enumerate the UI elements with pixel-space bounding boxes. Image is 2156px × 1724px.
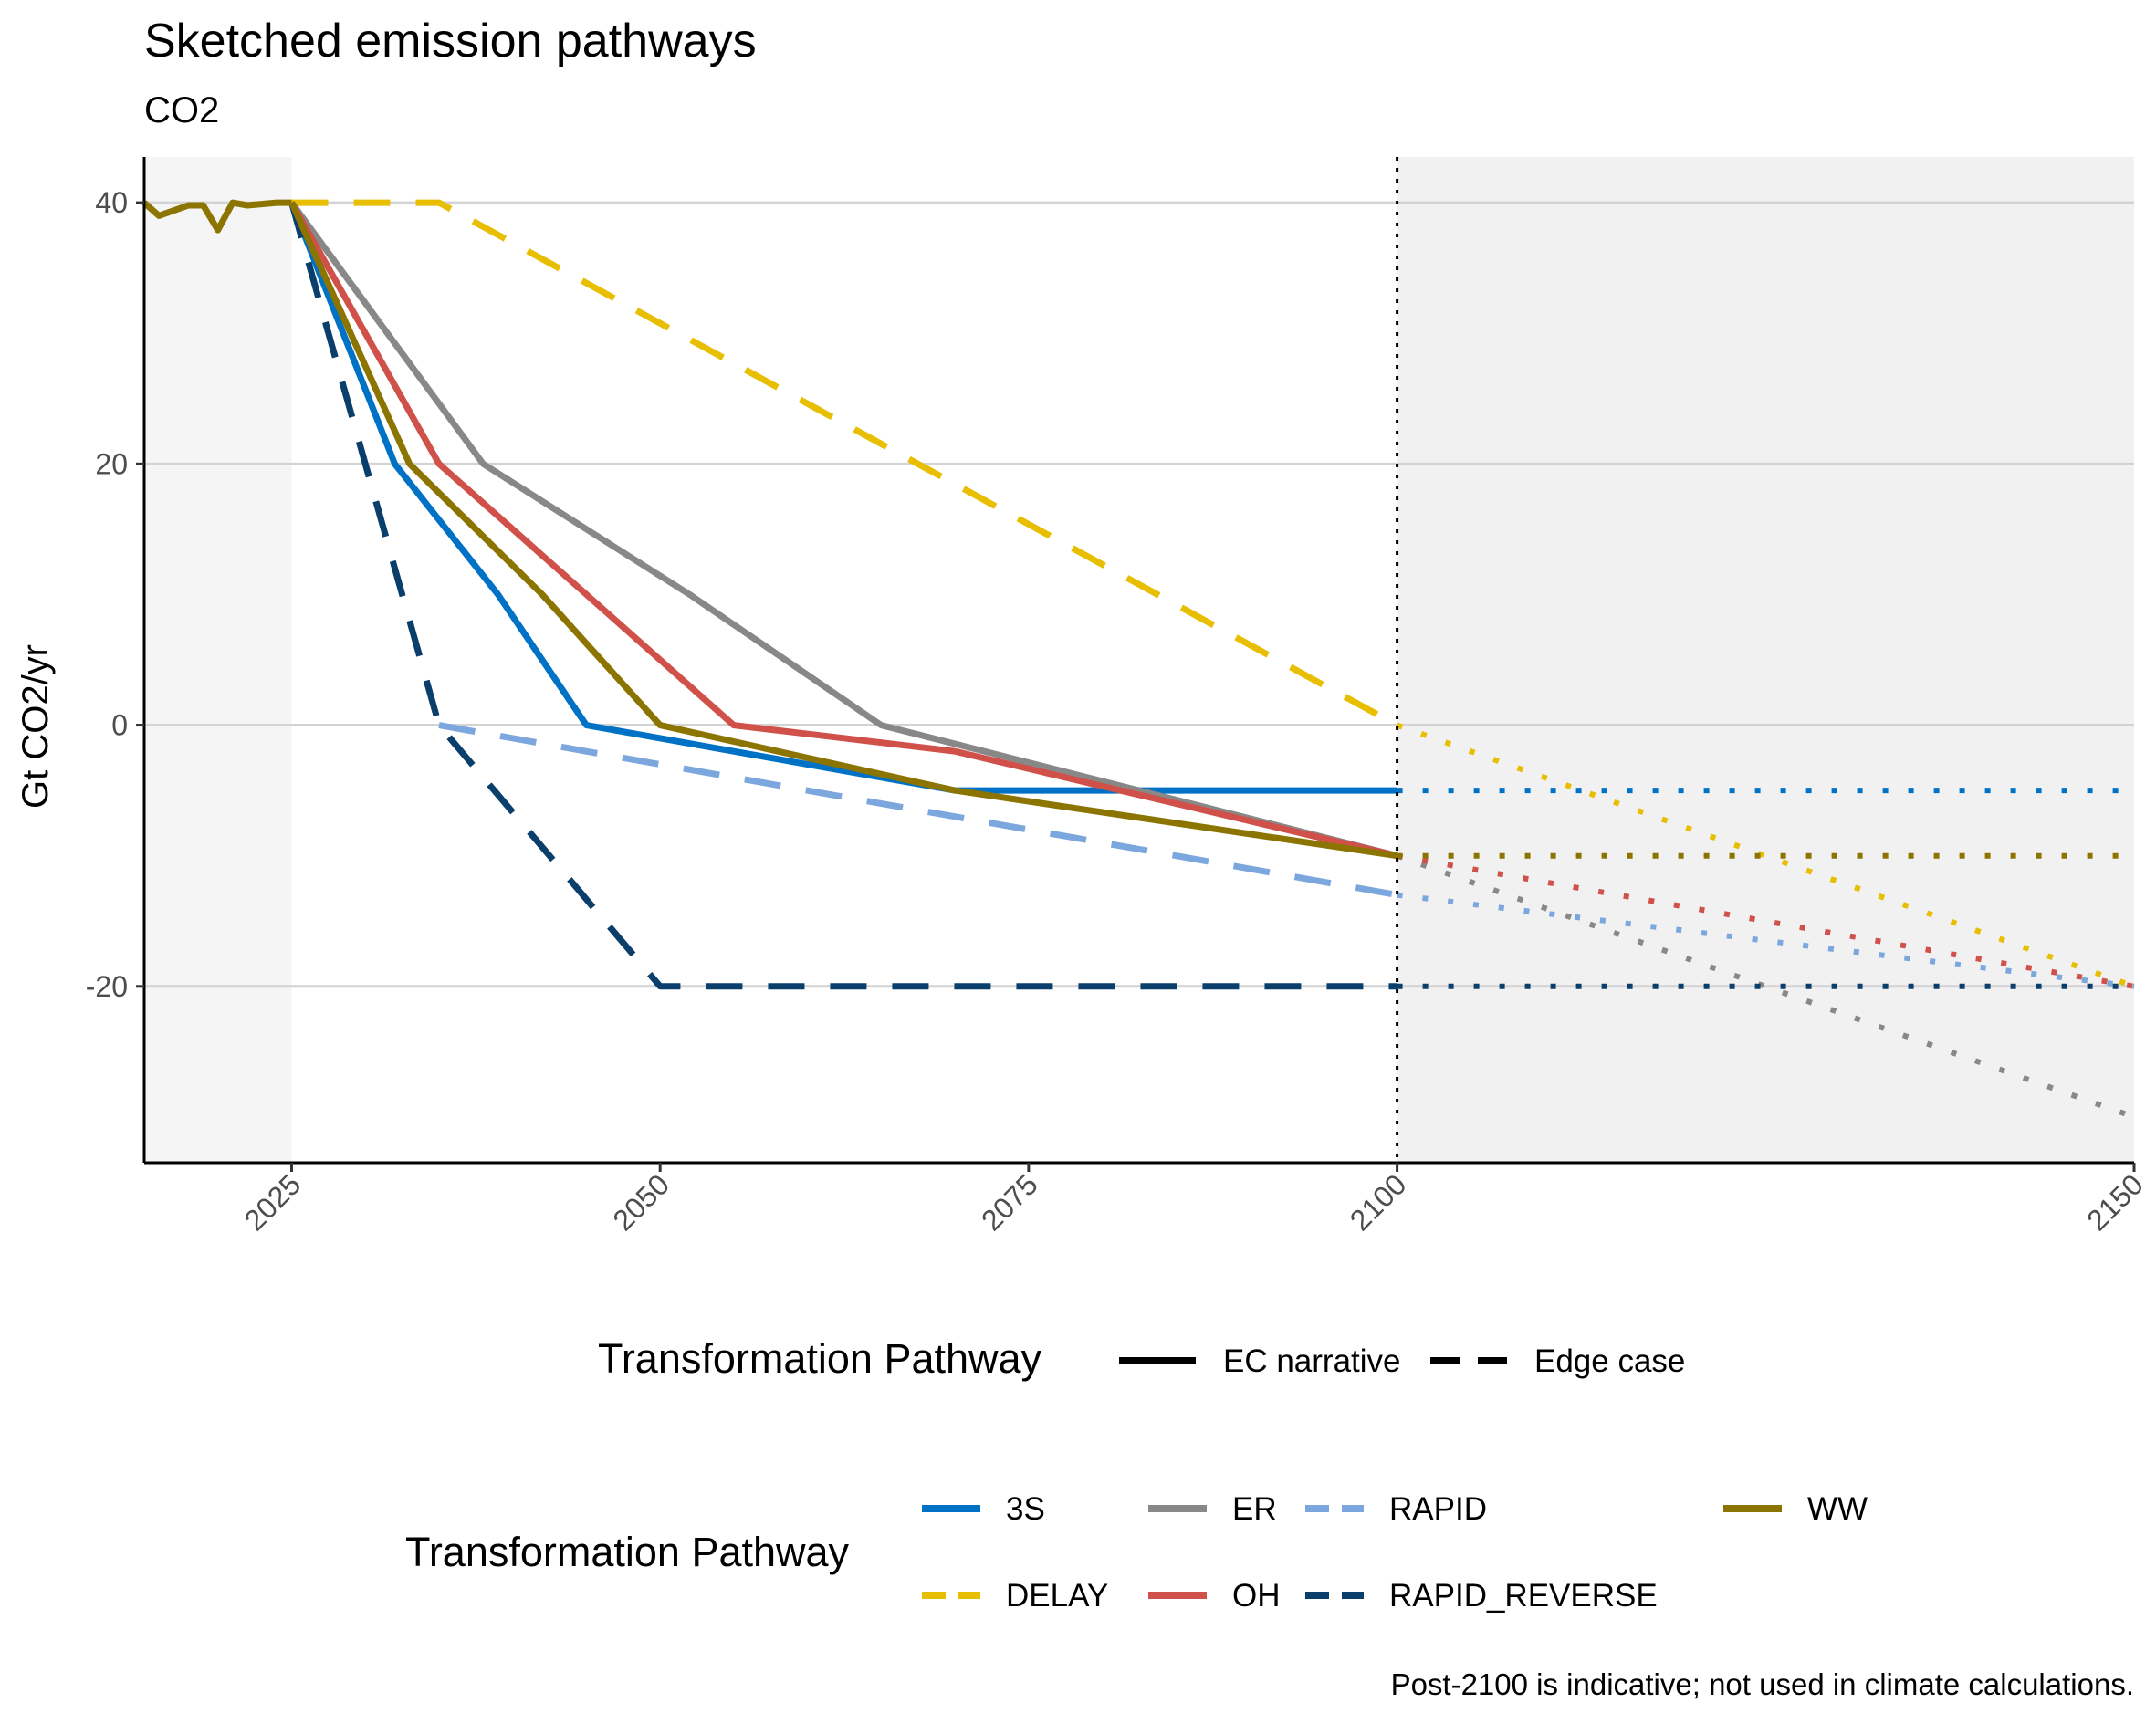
legend-color-label: RAPID_REVERSE — [1389, 1578, 1658, 1614]
x-tick-label: 2150 — [2080, 1167, 2150, 1237]
legend-color-label: OH — [1232, 1578, 1281, 1614]
legend-color: Transformation Pathway 3S DELAY ER OH RAPID RA… — [405, 1491, 1868, 1614]
x-tick-label: 2075 — [975, 1167, 1044, 1237]
plot-background — [144, 157, 2134, 1163]
gridlines — [144, 201, 2134, 988]
x-tick-label: 2050 — [606, 1167, 675, 1237]
legend-linetype-label: Edge case — [1534, 1343, 1685, 1379]
series-line — [291, 199, 1399, 728]
series-extension — [1397, 892, 2135, 989]
history-line — [141, 199, 292, 234]
legend-color-label: WW — [1807, 1491, 1868, 1527]
series-extension — [1396, 722, 2136, 989]
chart-title: Sketched emission pathways — [144, 15, 757, 68]
legend-color-label: ER — [1232, 1491, 1277, 1527]
series-line — [288, 201, 1398, 860]
series-extension — [1396, 852, 2136, 1120]
series-line — [288, 202, 1397, 990]
x-tick-label: 2100 — [1344, 1167, 1413, 1237]
y-tick-label: 40 — [95, 186, 128, 219]
chart-subtitle: CO2 — [144, 90, 219, 131]
legend-color-label: 3S — [1006, 1491, 1045, 1527]
legend-linetype-title: Transformation Pathway — [598, 1335, 1042, 1382]
series-line — [438, 722, 1398, 899]
axes — [142, 157, 2134, 1165]
legend-color-label: RAPID — [1389, 1491, 1487, 1527]
series-line — [288, 201, 1398, 860]
legend-color-label: DELAY — [1006, 1578, 1108, 1614]
legend-linetype: Transformation Pathway EC narrative Edge c… — [598, 1335, 1685, 1382]
y-tick-label: 0 — [111, 709, 128, 742]
series-line — [288, 201, 1397, 794]
historical-shade — [144, 157, 292, 1163]
legend-color-title: Transformation Pathway — [405, 1529, 850, 1575]
x-tick-label: 2025 — [238, 1167, 308, 1237]
series-lines — [141, 199, 2136, 1120]
y-axis-label: Gt CO2/yr — [16, 644, 56, 809]
series-line — [288, 201, 1398, 860]
legend-linetype-label: EC narrative — [1223, 1343, 1401, 1379]
caption: Post-2100 is indicative; not used in cli… — [1391, 1667, 2134, 1701]
y-tick-label: -20 — [86, 970, 128, 1003]
indicative-shade — [1397, 157, 2134, 1163]
y-tick-label: 20 — [95, 447, 128, 480]
